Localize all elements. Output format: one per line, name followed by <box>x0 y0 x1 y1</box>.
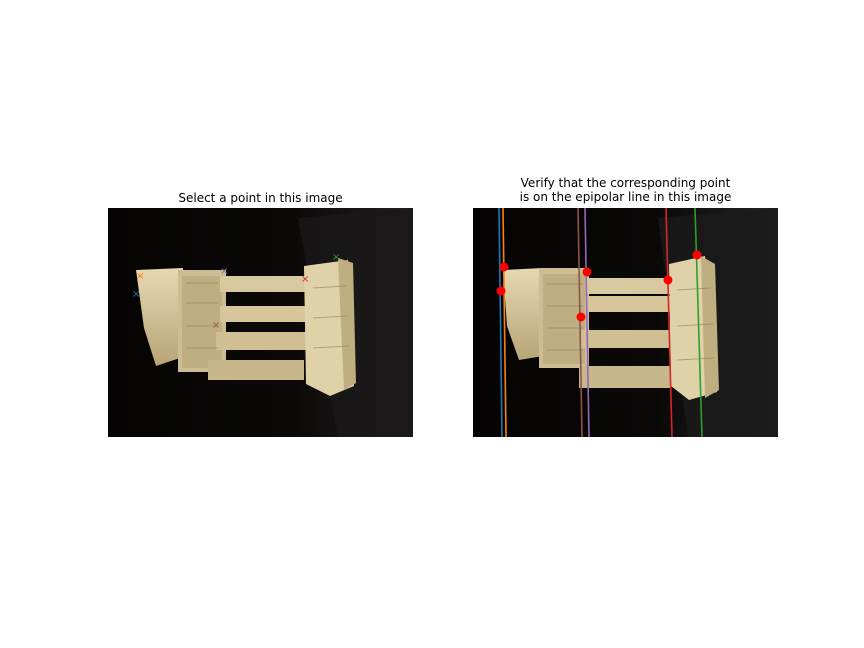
right-temple-image <box>473 208 778 437</box>
left-temple-image[interactable]: × × × × × × <box>108 208 413 437</box>
right-image-axes <box>473 208 778 437</box>
selected-point-markers: × × × × × × <box>132 252 340 331</box>
corresponding-point-5 <box>582 267 592 277</box>
left-axes-title: Select a point in this image <box>178 191 343 205</box>
corresponding-point-1 <box>496 286 506 296</box>
corresponding-point-markers <box>496 250 702 322</box>
point-marker-3: × <box>332 252 340 263</box>
epipolar-line-2 <box>502 208 507 437</box>
point-marker-6: × <box>212 320 220 331</box>
corresponding-point-2 <box>499 262 509 272</box>
left-image-axes[interactable]: × × × × × × <box>108 208 413 437</box>
epipolar-line-6 <box>577 208 583 437</box>
right-title-line-1: Verify that the corresponding point <box>520 176 731 190</box>
temple-model <box>503 256 719 400</box>
point-marker-5: × <box>220 266 228 277</box>
right-axes-title: Verify that the corresponding point is o… <box>473 176 778 204</box>
point-marker-4: × <box>301 274 309 285</box>
epipolar-line-3 <box>694 208 703 437</box>
epipolar-lines <box>498 208 703 437</box>
temple-model <box>136 258 356 396</box>
point-marker-2: × <box>136 271 144 282</box>
corresponding-point-4 <box>663 275 673 285</box>
point-marker-1: × <box>132 289 140 300</box>
epipolar-line-1 <box>498 208 503 437</box>
corresponding-point-6 <box>576 312 586 322</box>
right-title-line-2: is on the epipolar line in this image <box>519 190 732 204</box>
epipolar-line-5 <box>584 208 590 437</box>
epipolar-line-4 <box>665 208 673 437</box>
corresponding-point-3 <box>692 250 702 260</box>
